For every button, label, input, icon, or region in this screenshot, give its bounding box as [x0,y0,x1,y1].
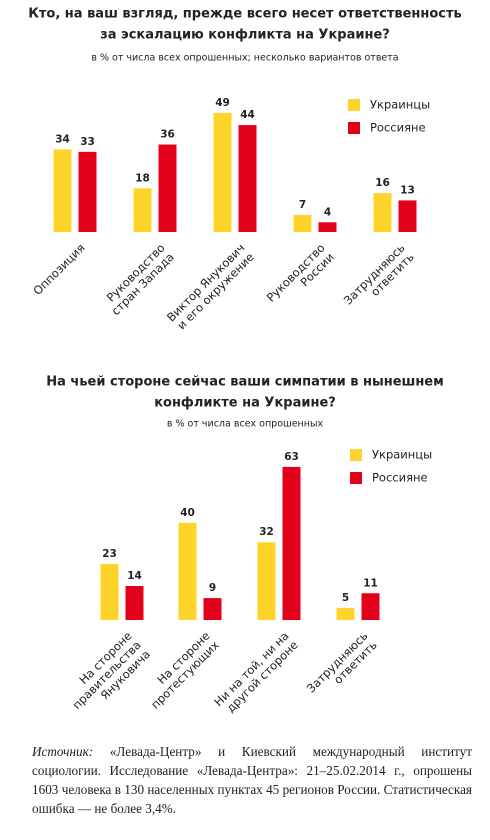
chart-subtitle: в % от числа всех опрошенных; несколько … [91,53,398,64]
bar [361,593,380,620]
value-label: 5 [342,592,349,604]
value-label: 14 [127,570,142,582]
bar [78,151,97,232]
category-label: Оппозиция [30,241,87,298]
value-label: 63 [284,451,299,463]
legend-label: Украинцы [372,448,432,462]
chart-title: за эскалацию конфликта на Украине? [100,28,390,43]
value-label: 32 [259,526,274,538]
value-label: 7 [299,199,306,211]
value-label: 49 [215,97,230,109]
value-label: 18 [135,172,150,184]
value-label: 40 [180,507,195,519]
x-tick-label: Оппозиция [30,241,87,298]
source-text: «Левада-Центр» и Киевский международный … [32,744,472,816]
value-label: 36 [160,129,175,141]
chart-title: На чьей стороне сейчас ваши симпатии в н… [46,375,444,390]
bar [257,542,276,620]
legend-swatch [350,449,362,461]
bar [213,112,232,232]
legend-swatch [348,99,360,111]
bar [178,522,197,620]
bar [398,200,417,232]
chart-subtitle: в % от числа всех опрошенных [167,419,324,430]
x-tick-label: Виктор Янукович [164,241,248,325]
legend-swatch [350,472,362,484]
value-label: 44 [240,109,255,121]
legend-swatch [348,122,360,134]
legend-label: Россияне [372,471,428,485]
legend-label: Украинцы [370,98,430,112]
chart-title: конфликте на Украине? [154,396,336,411]
bar [336,607,355,620]
value-label: 33 [80,136,95,148]
value-label: 34 [55,133,70,145]
chart-title: Кто, на ваш взгляд, прежде всего несет о… [28,7,462,22]
source: Источник: «Левада-Центр» и Киевский межд… [32,742,472,826]
legend-label: Россияне [370,121,426,135]
bar [293,214,312,232]
bar [318,222,337,232]
value-label: 11 [363,577,378,589]
bar [158,144,177,232]
bar [203,598,222,620]
bar [133,188,152,232]
value-label: 9 [209,582,216,594]
bar [125,585,144,620]
value-label: 16 [375,177,390,189]
bar [373,193,392,232]
bar [53,149,72,232]
value-label: 13 [400,184,415,196]
bar [100,564,119,620]
charts: Кто, на ваш взгляд, прежде всего несет о… [28,7,462,716]
source-label: Источник: [32,744,94,759]
bar [282,466,301,620]
value-label: 23 [102,548,117,560]
value-label: 4 [324,206,331,218]
bar [238,125,257,232]
